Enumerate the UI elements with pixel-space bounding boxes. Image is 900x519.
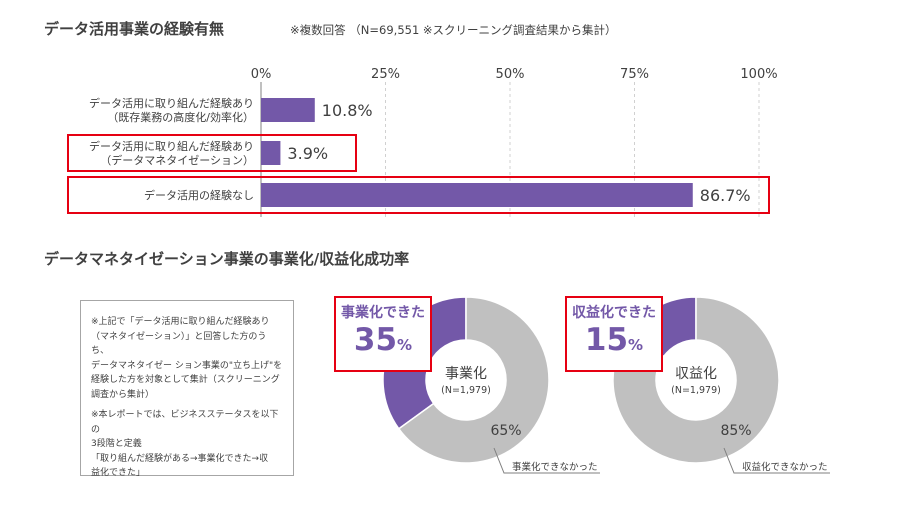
donut-center-label: 収益化	[675, 366, 717, 382]
donut-value-label: 85%	[720, 423, 751, 439]
donut-center-label: 事業化	[445, 366, 487, 382]
bar-chart-note: ※複数回答 （N=69,551 ※スクリーニング調査結果から集計）	[290, 23, 617, 37]
leader-line	[723, 447, 830, 474]
note-box: ※上記で「データ活用に取り組んだ経験あり （マネタイゼーション）」と回答した方の…	[80, 300, 294, 478]
donut-center-n: (N=1,979)	[671, 385, 721, 396]
category-label: （既存業務の高度化/効率化）	[107, 110, 254, 124]
bar-value-label: 86.7%	[700, 186, 751, 205]
bar-value-label: 10.8%	[322, 101, 373, 120]
callout-monetization-title: 収益化できた	[572, 305, 656, 321]
callout-commercialization-title: 事業化できた	[341, 305, 425, 321]
bar	[261, 141, 281, 165]
note-paragraph-2: ※本レポートでは、ビジネスステータスを以下の 3段階と定義 「取り組んだ経験があ…	[91, 410, 279, 478]
x-tick-label: 25%	[371, 67, 400, 82]
donut-slice-label: 収益化できなかった	[742, 461, 828, 473]
highlight-box	[67, 176, 770, 214]
x-tick-label: 0%	[251, 67, 272, 82]
x-tick-label: 50%	[496, 67, 525, 82]
category-label: データ活用の経験なし	[144, 188, 254, 202]
callout-monetization: 収益化できた 15%	[565, 296, 663, 372]
bar-chart: 0% 25% 50% 75% 100%10.8%データ活用に取り組んだ経験あり（既存業務…	[67, 67, 778, 217]
donut-slice-label: 事業化できなかった	[512, 461, 598, 473]
x-tick-label: 75%	[620, 67, 649, 82]
callout-commercialization: 事業化できた 35%	[334, 296, 432, 372]
leader-line	[493, 447, 600, 474]
category-label: データ活用に取り組んだ経験あり	[89, 96, 254, 110]
donut-center-n: (N=1,979)	[441, 385, 491, 396]
donut-slice	[612, 296, 780, 464]
category-label: データ活用に取り組んだ経験あり	[89, 139, 254, 153]
note-paragraph-1: ※上記で「データ活用に取り組んだ経験あり （マネタイゼーション）」と回答した方の…	[91, 317, 283, 400]
bar-chart-title: データ活用事業の経験有無	[44, 20, 225, 38]
donut-slice	[397, 296, 550, 464]
category-label: （データマネタイゼーション）	[100, 153, 254, 167]
x-tick-label: 100%	[740, 67, 777, 82]
bar-value-label: 3.9%	[287, 144, 328, 163]
callout-monetization-value: 15%	[584, 322, 644, 358]
bar	[261, 98, 315, 122]
donut-section-title: データマネタイゼーション事業の事業化/収益化成功率	[44, 250, 410, 268]
highlight-box	[67, 134, 357, 172]
donut-value-label: 65%	[490, 423, 521, 439]
callout-commercialization-value: 35%	[353, 322, 413, 358]
bar	[261, 183, 693, 207]
